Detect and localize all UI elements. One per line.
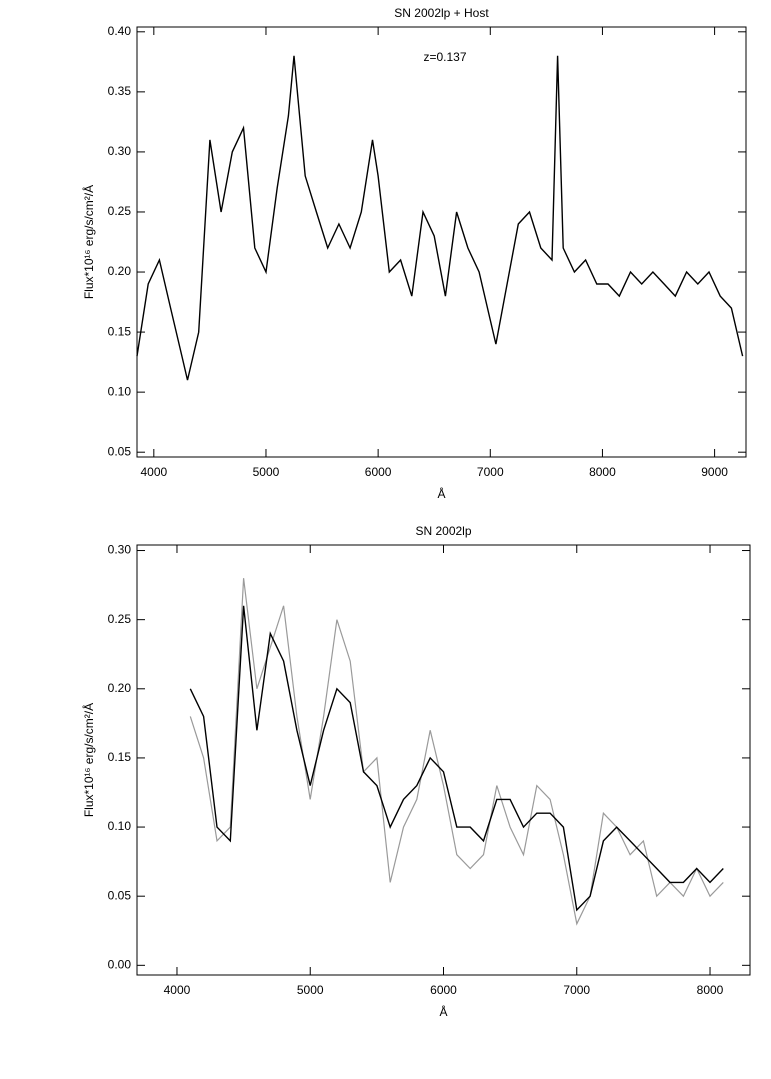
y-tick-label: 0.05: [108, 444, 132, 458]
y-tick-label: 0.05: [108, 888, 132, 902]
plot-frame: [136, 26, 747, 458]
x-tick-label: 5000: [297, 983, 324, 997]
y-tick-label: 0.15: [108, 750, 132, 764]
annotation: z=0.137: [423, 50, 466, 64]
y-tick-label: 0.40: [108, 24, 132, 38]
y-tick-label: 0.25: [108, 612, 132, 626]
y-tick-label: 0.25: [108, 204, 132, 218]
y-tick-label: 0.10: [108, 819, 132, 833]
y-tick-label: 0.30: [108, 543, 132, 557]
x-tick-label: 5000: [253, 465, 280, 479]
x-tick-label: 4000: [140, 465, 167, 479]
spectrum-line: [189, 605, 724, 912]
x-tick-label: 6000: [365, 465, 392, 479]
x-tick-label: 7000: [477, 465, 504, 479]
x-tick-label: 7000: [563, 983, 590, 997]
x-tick-label: 8000: [697, 983, 724, 997]
x-tick-label: 8000: [589, 465, 616, 479]
spectrum-line: [136, 55, 744, 381]
chart-title: SN 2002lp: [415, 524, 471, 538]
x-tick-label: 9000: [701, 465, 728, 479]
y-tick-label: 0.30: [108, 144, 132, 158]
x-axis-label: Å: [439, 1004, 447, 1019]
y-axis-label: Flux*10¹⁶ erg/s/cm²/Å: [81, 185, 96, 299]
y-tick-label: 0.35: [108, 84, 132, 98]
y-tick-label: 0.20: [108, 264, 132, 278]
x-tick-label: 6000: [430, 983, 457, 997]
chart-title: SN 2002lp + Host: [394, 6, 489, 20]
x-axis-label: Å: [437, 486, 445, 501]
y-tick-label: 0.15: [108, 324, 132, 338]
y-tick-label: 0.10: [108, 384, 132, 398]
y-tick-label: 0.20: [108, 681, 132, 695]
x-tick-label: 4000: [164, 983, 191, 997]
spectrum-line: [189, 578, 724, 926]
y-axis-label: Flux*10¹⁶ erg/s/cm²/Å: [81, 703, 96, 817]
y-tick-label: 0.00: [108, 957, 132, 971]
